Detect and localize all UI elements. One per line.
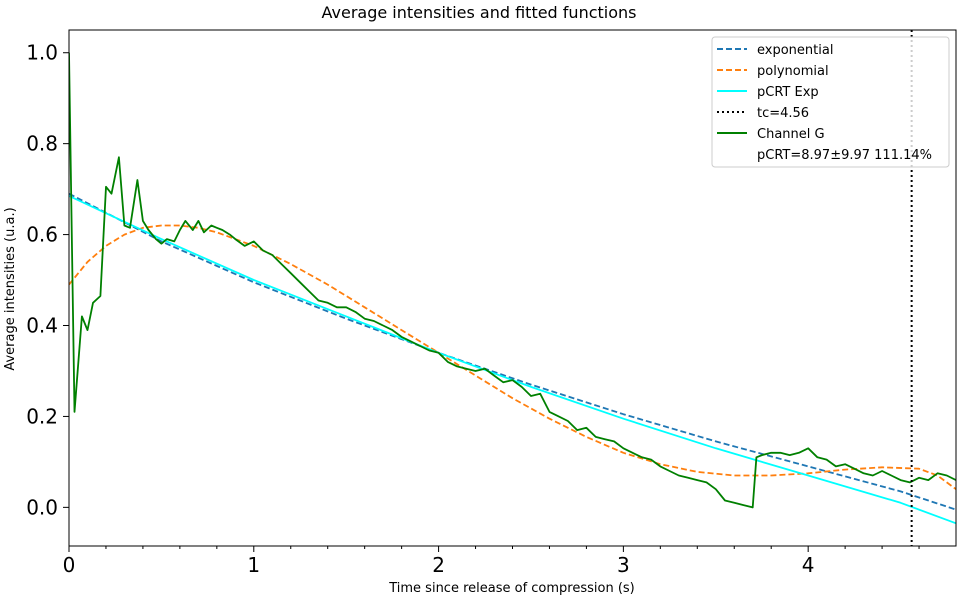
- y-tick-label: 1.0: [26, 41, 58, 65]
- series-line-polynomial: [69, 224, 956, 490]
- legend-extra-text: pCRT=8.97±9.97 111.14%: [757, 148, 932, 163]
- legend-label-polynomial: polynomial: [757, 64, 829, 79]
- x-tick-label: 1: [247, 553, 260, 577]
- y-tick-label: 0.8: [26, 132, 58, 156]
- series-line-channel-g: [69, 52, 956, 509]
- y-tick-label: 0.4: [26, 314, 58, 338]
- legend-frame: [711, 36, 950, 168]
- legend-label-tc-4-56: tc=4.56: [757, 106, 809, 121]
- x-axis-title: Time since release of compression (s): [388, 581, 635, 596]
- x-tick-label: 2: [432, 553, 445, 577]
- series-line-exponential: [69, 192, 956, 511]
- x-tick-label: 3: [617, 553, 630, 577]
- legend: exponential polynomial pCRT Exp tc=4.56 Chan…: [711, 36, 950, 168]
- legend-label-pcrt-exp: pCRT Exp: [757, 85, 819, 100]
- x-tick-label: 4: [802, 553, 815, 577]
- y-axis: 0.0 0.2 0.4 0.6 0.8 1.0: [26, 41, 69, 519]
- y-tick-label: 0.0: [26, 495, 58, 519]
- legend-label-exponential: exponential: [757, 43, 833, 58]
- y-tick-label: 0.6: [26, 223, 58, 247]
- y-tick-label: 0.2: [26, 404, 58, 428]
- y-axis-title: Average intensities (u.a.): [3, 207, 18, 370]
- x-tick-label: 0: [63, 553, 76, 577]
- x-axis: 0 1 2 3 4: [63, 546, 920, 577]
- series-line-pcrt-exp: [69, 195, 956, 525]
- chart-title: Average intensities and fitted functions: [322, 3, 637, 22]
- legend-label-channel-g: Channel G: [757, 127, 825, 142]
